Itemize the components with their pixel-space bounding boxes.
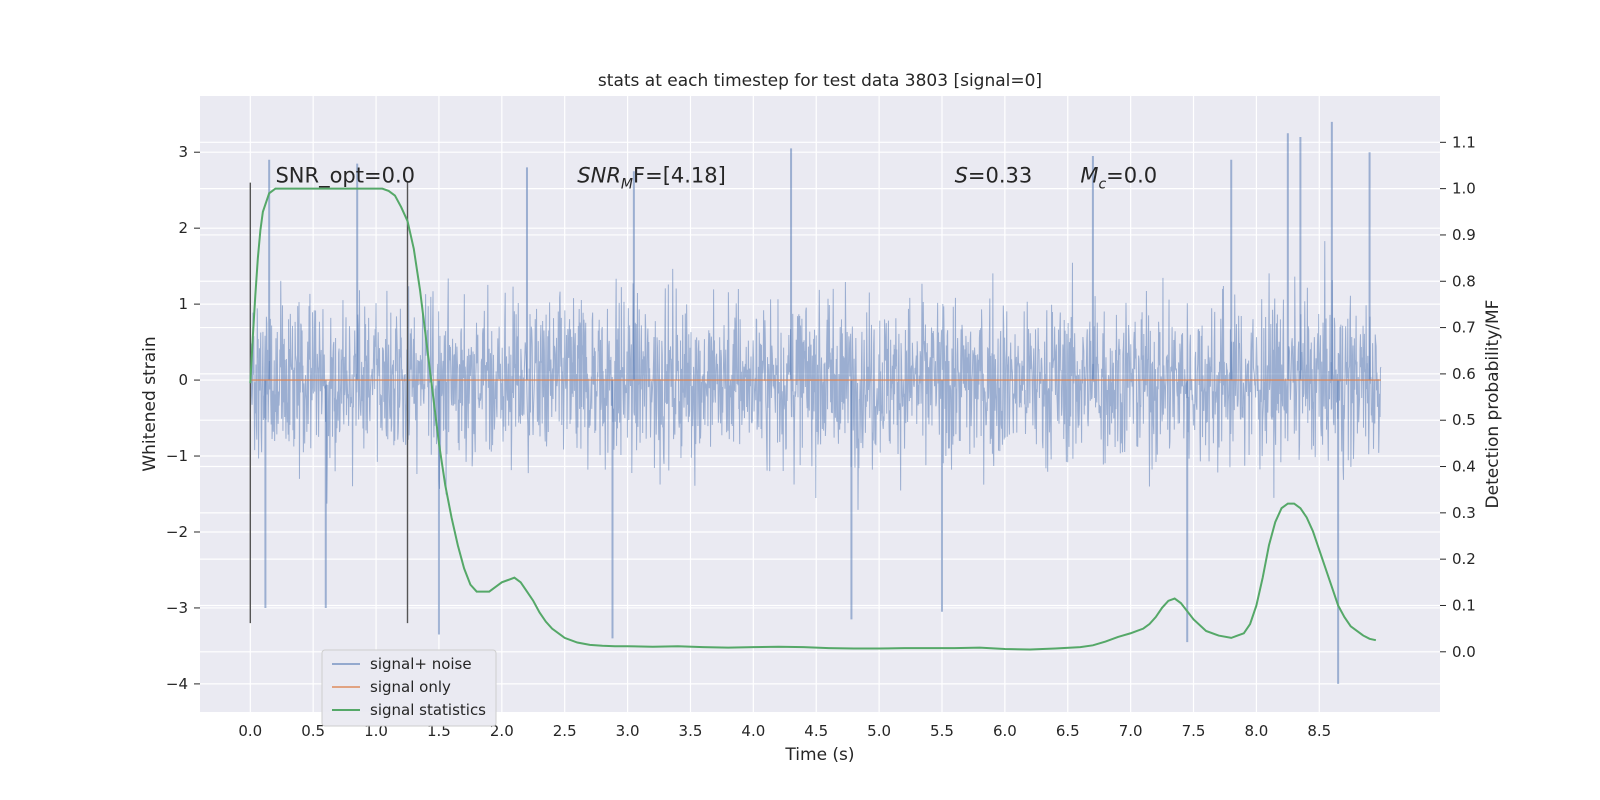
x-tick-label: 0.5 bbox=[301, 722, 325, 740]
x-tick-label: 7.0 bbox=[1119, 722, 1143, 740]
window-markers bbox=[249, 182, 409, 624]
legend-label-signal-only: signal only bbox=[370, 678, 451, 696]
annotation-snr-mf: SNRMF=[4.18] bbox=[577, 164, 726, 193]
y2-tick-label: 0.1 bbox=[1452, 596, 1476, 614]
y2-tick-label: 1.0 bbox=[1452, 180, 1476, 198]
x-tick-label: 5.0 bbox=[867, 722, 891, 740]
y2-tick-label: 0.5 bbox=[1452, 411, 1476, 429]
signal-statistics-line bbox=[249, 187, 1377, 651]
y-tick-label: 1 bbox=[178, 295, 188, 313]
annotations: SNR_opt=0.0 SNRMF=[4.18] S=0.33 Mc=0.0 bbox=[275, 164, 1157, 193]
x-tick-label: 5.5 bbox=[930, 722, 954, 740]
y2-axis-label: Detection probability/MF bbox=[1483, 300, 1503, 509]
x-tick-label: 2.0 bbox=[490, 722, 514, 740]
y2-tick-label: 1.1 bbox=[1452, 133, 1476, 151]
signal-noise-line bbox=[249, 241, 1382, 510]
x-tick-label: 8.5 bbox=[1307, 722, 1331, 740]
y2-tick-label: 0.6 bbox=[1452, 365, 1476, 383]
y2-axis-ticks: 1.1 1.0 0.9 0.8 0.7 0.6 0.5 0.4 0.3 0.2 0.1 0.0 bbox=[1440, 133, 1476, 661]
y-tick-label: 3 bbox=[178, 143, 188, 161]
x-tick-label: 7.5 bbox=[1182, 722, 1206, 740]
x-tick-label: 8.0 bbox=[1244, 722, 1268, 740]
x-tick-label: 6.0 bbox=[993, 722, 1017, 740]
legend: signal+ noise signal only signal statist… bbox=[321, 649, 497, 727]
y-gridlines bbox=[200, 151, 1440, 685]
annotation-snr-opt: SNR_opt=0.0 bbox=[275, 164, 415, 189]
y2-tick-label: 0.7 bbox=[1452, 319, 1476, 337]
x-tick-label: 6.5 bbox=[1056, 722, 1080, 740]
y2-tick-label: 0.2 bbox=[1452, 550, 1476, 568]
y-tick-label: −3 bbox=[166, 599, 188, 617]
y-tick-label: −4 bbox=[166, 675, 188, 693]
annotation-s: S=0.33 bbox=[955, 164, 1033, 188]
signal-statistics-series bbox=[249, 187, 1377, 651]
y-axis-ticks: 3 2 1 0 −1 −2 −3 −4 bbox=[166, 143, 200, 693]
legend-label-signal-statistics: signal statistics bbox=[370, 701, 486, 719]
x-tick-label: 0.0 bbox=[238, 722, 262, 740]
y-tick-label: 2 bbox=[178, 219, 188, 237]
x-tick-label: 4.5 bbox=[804, 722, 828, 740]
x-tick-label: 2.5 bbox=[553, 722, 577, 740]
y2-tick-label: 0.0 bbox=[1452, 643, 1476, 661]
x-tick-label: 3.5 bbox=[679, 722, 703, 740]
y2-tick-label: 0.8 bbox=[1452, 272, 1476, 290]
y2-tick-label: 0.3 bbox=[1452, 504, 1476, 522]
y2-tick-label: 0.9 bbox=[1452, 226, 1476, 244]
legend-label-signal-noise: signal+ noise bbox=[370, 655, 472, 673]
x-tick-label: 3.0 bbox=[616, 722, 640, 740]
x-axis-ticks: 0.0 0.5 1.0 1.5 2.0 2.5 3.0 3.5 4.0 4.5 5.0 5.5 6.0 6… bbox=[238, 722, 1331, 740]
y2-tick-label: 0.4 bbox=[1452, 458, 1476, 476]
legend-frame bbox=[321, 649, 497, 727]
x-tick-label: 4.0 bbox=[741, 722, 765, 740]
annotation-mc: Mc=0.0 bbox=[1080, 164, 1157, 193]
y-tick-label: 0 bbox=[178, 371, 188, 389]
y-axis-label: Whitened strain bbox=[140, 336, 160, 471]
y-tick-label: −2 bbox=[166, 523, 188, 541]
chart-title: stats at each timestep for test data 380… bbox=[598, 71, 1042, 91]
signal-noise-series bbox=[249, 121, 1382, 684]
y-tick-label: −1 bbox=[166, 447, 188, 465]
x-axis-label: Time (s) bbox=[784, 745, 854, 765]
